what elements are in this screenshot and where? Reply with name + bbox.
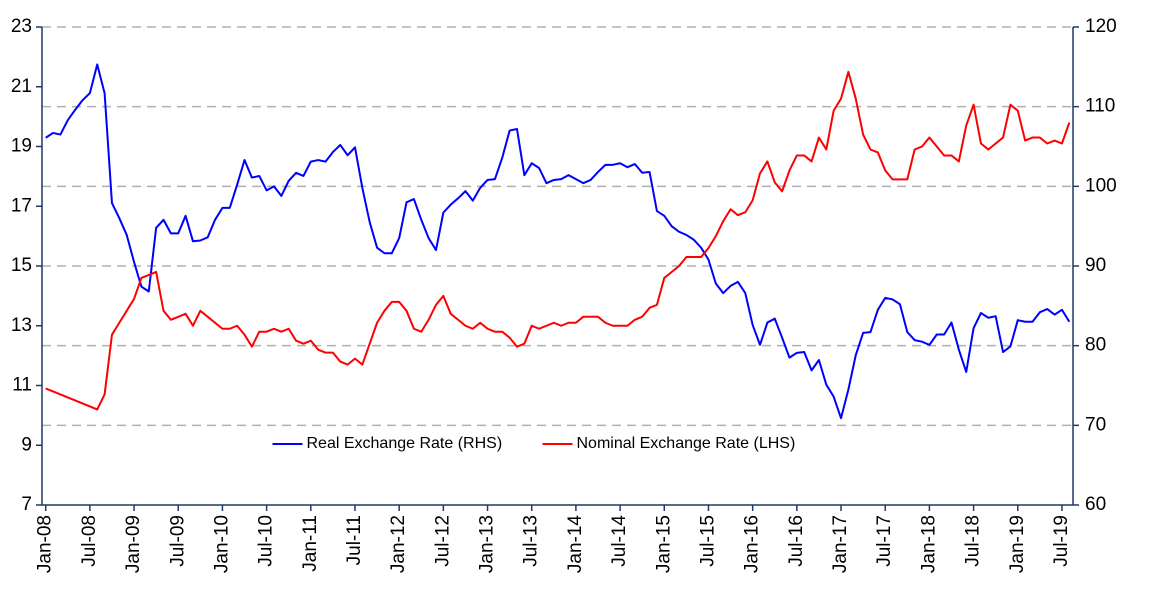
x-tick-label: Jan-17 [830, 515, 851, 573]
x-tick-label: Jan-09 [123, 515, 144, 573]
x-tick-label: Jan-12 [388, 515, 409, 573]
x-tick-label: Jul-12 [432, 515, 453, 567]
y-tick-label: 21 [11, 76, 32, 97]
y-tick-label: 19 [11, 136, 32, 157]
x-tick-label: Jan-19 [1007, 515, 1028, 573]
x-tick-label: Jan-11 [300, 515, 321, 572]
x-tick-label: Jan-16 [742, 515, 763, 573]
series-line [45, 70, 1071, 411]
y2-tick-label: 70 [1085, 414, 1106, 435]
x-tick-label: Jan-14 [565, 515, 586, 574]
y2-tick-label: 60 [1085, 494, 1106, 515]
y2-tick-label: 90 [1085, 255, 1106, 276]
x-tick-label: Jan-15 [653, 515, 674, 573]
x-tick-label: Jul-09 [167, 515, 188, 567]
x-tick-label: Jul-18 [963, 515, 984, 567]
y-tick-label: 17 [11, 195, 32, 216]
x-tick-label: Jan-10 [211, 515, 232, 573]
x-tick-label: Jan-08 [35, 515, 56, 573]
x-tick-label: Jul-17 [874, 515, 895, 567]
x-tick-label: Jan-13 [477, 515, 498, 573]
x-tick-label: Jul-08 [79, 515, 100, 567]
y-tick-label: 11 [12, 375, 32, 396]
y-tick-label: 13 [11, 315, 32, 336]
x-tick-label: Jul-13 [521, 515, 542, 567]
x-tick-label: Jul-10 [256, 515, 277, 567]
series-line [45, 63, 1071, 420]
y2-tick-label: 110 [1085, 96, 1115, 117]
y2-tick-label: 80 [1085, 335, 1106, 356]
x-tick-label: Jul-14 [609, 515, 630, 567]
y2-tick-label: 100 [1085, 175, 1117, 196]
x-tick-label: Jul-11 [344, 515, 365, 565]
y-tick-label: 15 [11, 255, 32, 276]
y2-tick-label: 120 [1085, 16, 1117, 37]
x-tick-label: Jul-16 [786, 515, 807, 567]
y-tick-label: 7 [21, 494, 32, 515]
legend-label: Real Exchange Rate (RHS) [307, 435, 503, 452]
x-tick-label: Jul-19 [1051, 515, 1072, 567]
legend-label: Nominal Exchange Rate (LHS) [577, 435, 796, 452]
y-tick-label: 9 [21, 434, 32, 455]
y-tick-label: 23 [11, 16, 32, 37]
x-tick-label: Jul-15 [697, 515, 718, 567]
x-tick-label: Jan-18 [918, 515, 939, 573]
